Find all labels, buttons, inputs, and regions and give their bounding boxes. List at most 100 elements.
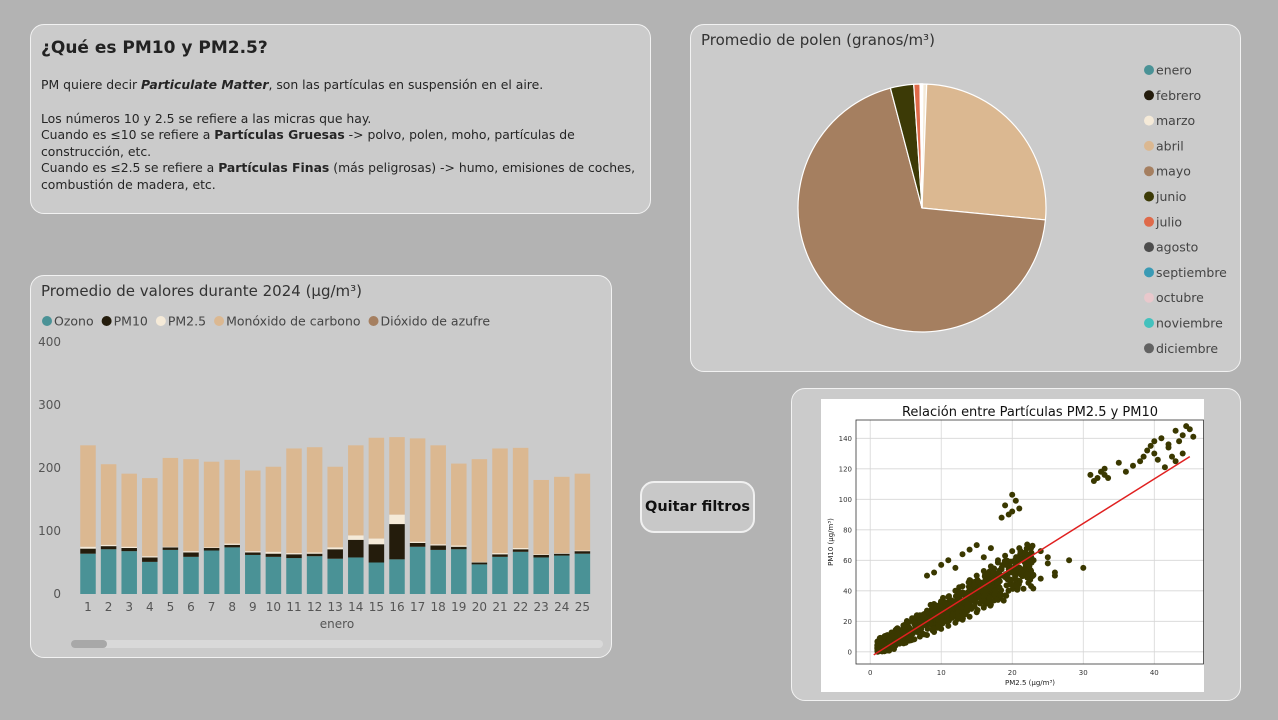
scatter-point [942,600,949,607]
scatter-point [1051,572,1058,579]
scatter-point [1140,453,1147,460]
bar-segment-mon-xido-de-carbono [80,445,96,547]
scrollbar-thumb[interactable] [71,640,107,648]
scatter-point [971,597,978,604]
pie-legend-item-enero[interactable]: enero [1144,63,1192,78]
bar-segment-mon-xido-de-carbono [389,437,405,515]
pie-legend-item-marzo[interactable]: marzo [1144,113,1195,128]
scatter-point [1179,450,1186,457]
scatter-point [1012,497,1019,504]
pie-legend-item-mayo[interactable]: mayo [1144,164,1191,179]
legend-marker [368,316,379,326]
scatter-point [986,594,993,601]
bar-segment-pm10 [162,547,179,550]
scatter-point [1137,458,1144,465]
x-tick-label: 13 [328,600,343,614]
bar-chart-card: Promedio de valores durante 2024 (µg/m³)… [30,275,612,658]
scatter-point [878,642,885,649]
pie-chart[interactable]: enero febrero marzo abril mayo junio julio agos… [691,25,1242,373]
bar-segment-mon-xido-de-carbono [183,459,199,552]
pie-legend-item-febrero[interactable]: febrero [1144,88,1201,103]
bar-segment-pm10 [348,539,364,558]
legend-item-1[interactable]: PM10 [101,314,148,329]
bar-segment-pm2-5 [245,551,261,553]
legend-item-2[interactable]: PM2.5 [155,314,206,329]
pie-legend-item-noviembre[interactable]: noviembre [1144,316,1223,331]
legend-label: abril [1156,138,1184,153]
bar-segment-mon-xido-de-carbono [368,437,385,539]
pie-legend-item-abril[interactable]: abril [1144,138,1184,153]
scatter-point [1004,557,1011,564]
scatter-point [994,559,1001,566]
scatter-point [927,601,934,608]
bar-segment-pm2-5 [265,551,282,554]
y-tick-label: 40 [843,587,852,595]
scatter-point [959,551,966,558]
scatter-point [1018,568,1025,575]
pie-legend-item-septiembre[interactable]: septiembre [1144,265,1227,280]
scatter-point [1172,427,1179,434]
pie-legend-item-julio[interactable]: julio [1144,214,1182,229]
y-tick-label: 20 [843,618,852,626]
legend-marker [1144,115,1154,126]
bar-segment-pm10 [430,545,446,550]
legend-label: PM2.5 [168,314,206,329]
scatter-point [945,557,952,564]
legend-label: septiembre [1156,265,1227,280]
scatter-point [930,625,937,632]
bar-segment-pm10 [512,549,529,552]
bar-segment-ozono [451,549,467,594]
scatter-point [905,635,912,642]
scatter-point [1000,597,1007,604]
bar-segment-ozono [533,557,549,594]
legend-marker [1144,191,1154,202]
scatter-point [946,593,952,600]
legend-item-0[interactable]: Ozono [42,314,94,329]
bar-segment-ozono [471,564,488,594]
bar-segment-mon-xido-de-carbono [348,445,364,536]
scatter-point [976,594,982,601]
y-axis-label: PM10 (µg/m³) [827,518,835,566]
bar-segment-mon-xido-de-carbono [451,463,467,546]
scatter-point [949,611,956,618]
bar-segment-pm10 [183,552,199,557]
bar-segment-pm10 [265,553,282,557]
scatter-point [1122,468,1129,475]
x-tick-label: 40 [1150,669,1159,677]
pie-legend-item-junio[interactable]: junio [1144,189,1186,204]
scatter-point [911,620,918,627]
pie-legend-item-agosto[interactable]: agosto [1144,240,1198,255]
bar-chart[interactable]: Ozono PM10 PM2.5 Monóxido de carbono Dióxido… [31,276,613,659]
bar-segment-ozono [265,556,282,594]
legend-item-4[interactable]: Dióxido de azufre [368,314,491,329]
bar-segment-pm10 [306,553,323,557]
x-tick-label: 17 [410,600,425,614]
clear-filters-button[interactable]: Quitar filtros [640,481,755,533]
bar-segment-pm2-5 [471,561,488,563]
x-tick-label: 0 [868,669,872,677]
scatter-point [1014,582,1021,588]
legend-label: diciembre [1156,341,1218,356]
scatter-point [1172,458,1179,465]
bar-segment-ozono [183,556,199,594]
legend-marker [1144,242,1154,253]
x-tick-label: 16 [389,600,404,614]
bar-segment-ozono [554,555,570,594]
scatter-point [1066,557,1073,564]
scatter-point [886,636,893,643]
bar-segment-pm10 [492,554,508,557]
scatter-point [894,625,901,632]
bar-segment-pm10 [574,551,591,554]
x-tick-label: 24 [554,600,569,614]
scatter-point [1012,576,1019,583]
y-tick-label: 0 [53,587,61,601]
x-tick-label: 6 [187,600,195,614]
x-tick-label: 10 [937,669,946,677]
legend-marker [1144,140,1154,151]
legend-label: mayo [1156,164,1191,179]
x-tick-label: 14 [348,600,363,614]
pie-legend-item-diciembre[interactable]: diciembre [1144,341,1218,356]
scatter-point [1007,576,1014,583]
pie-legend-item-octubre[interactable]: octubre [1144,290,1204,305]
legend-item-3[interactable]: Monóxido de carbono [214,314,361,329]
